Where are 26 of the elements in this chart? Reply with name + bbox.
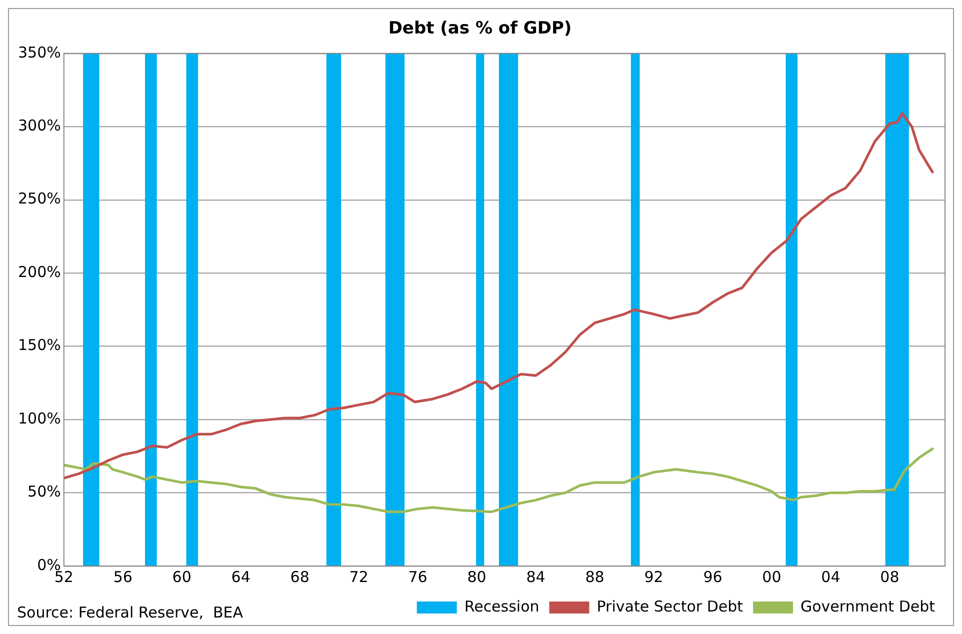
x-tick-label: 76 — [408, 568, 428, 586]
x-tick-label: 84 — [526, 568, 546, 586]
x-tick-label: 00 — [762, 568, 782, 586]
y-tick-label: 300% — [18, 116, 61, 135]
x-tick-label: 04 — [821, 568, 840, 586]
x-tick-label: 60 — [172, 568, 192, 586]
y-tick-label: 200% — [18, 262, 61, 281]
x-tick-label: 56 — [113, 568, 132, 586]
legend-label: Recession — [464, 597, 540, 616]
legend-label: Government Debt — [800, 597, 936, 616]
source-note: Source: Federal Reserve, BEA — [17, 603, 244, 622]
y-tick-label: 350% — [18, 43, 61, 62]
legend-label: Private Sector Debt — [596, 597, 744, 616]
x-tick-label: 08 — [880, 568, 900, 586]
y-tick-label: 250% — [18, 190, 61, 208]
x-tick-label: 96 — [703, 568, 722, 586]
x-tick-label: 80 — [467, 568, 486, 586]
y-tick-label: 100% — [18, 409, 61, 428]
x-tick-label: 72 — [349, 568, 368, 586]
chart-title: Debt (as % of GDP) — [388, 18, 572, 39]
x-tick-label: 92 — [644, 568, 664, 586]
x-tick-label: 64 — [231, 568, 250, 586]
y-tick-label: 50% — [28, 482, 61, 501]
y-tick-label: 150% — [18, 336, 61, 354]
x-tick-label: 88 — [585, 568, 604, 586]
x-tick-label: 68 — [290, 568, 310, 586]
